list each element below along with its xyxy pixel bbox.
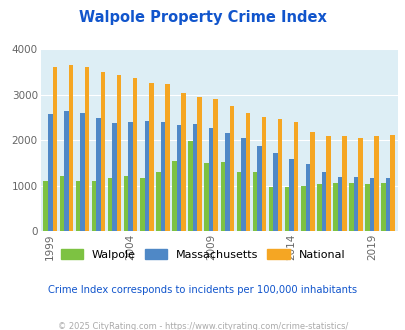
Bar — [112, 123, 117, 231]
Bar — [60, 176, 64, 231]
Bar — [92, 181, 96, 231]
Bar — [220, 162, 224, 231]
Bar — [181, 93, 185, 231]
Bar — [43, 181, 48, 231]
Bar — [364, 184, 369, 231]
Bar — [133, 78, 137, 231]
Bar — [144, 121, 149, 231]
Bar — [385, 178, 390, 231]
Text: Crime Index corresponds to incidents per 100,000 inhabitants: Crime Index corresponds to incidents per… — [48, 285, 357, 295]
Bar — [229, 106, 233, 231]
Bar — [321, 173, 325, 231]
Bar — [176, 125, 181, 231]
Bar — [381, 183, 385, 231]
Bar — [268, 187, 273, 231]
Bar — [160, 122, 165, 231]
Legend: Walpole, Massachusetts, National: Walpole, Massachusetts, National — [61, 249, 344, 260]
Bar — [245, 113, 249, 231]
Bar — [140, 178, 144, 231]
Bar — [293, 122, 298, 231]
Bar — [128, 122, 133, 231]
Bar — [369, 178, 373, 231]
Bar — [316, 184, 321, 231]
Bar — [85, 67, 89, 231]
Bar — [333, 183, 337, 231]
Bar — [341, 136, 346, 231]
Bar — [197, 97, 201, 231]
Bar — [252, 172, 257, 231]
Bar — [325, 136, 330, 231]
Bar — [213, 98, 217, 231]
Bar — [64, 111, 68, 231]
Bar — [257, 146, 261, 231]
Bar — [172, 161, 176, 231]
Bar — [96, 118, 100, 231]
Bar — [68, 65, 73, 231]
Bar — [289, 159, 293, 231]
Bar — [373, 136, 378, 231]
Bar — [300, 185, 305, 231]
Text: © 2025 CityRating.com - https://www.cityrating.com/crime-statistics/: © 2025 CityRating.com - https://www.city… — [58, 322, 347, 330]
Text: Walpole Property Crime Index: Walpole Property Crime Index — [79, 10, 326, 25]
Bar — [108, 178, 112, 231]
Bar — [261, 117, 266, 231]
Bar — [48, 115, 52, 231]
Bar — [80, 114, 85, 231]
Bar — [236, 172, 241, 231]
Bar — [390, 135, 394, 231]
Bar — [165, 84, 169, 231]
Bar — [124, 176, 128, 231]
Bar — [241, 138, 245, 231]
Bar — [100, 72, 105, 231]
Bar — [52, 67, 57, 231]
Bar — [192, 124, 197, 231]
Bar — [348, 183, 353, 231]
Bar — [284, 187, 289, 231]
Bar — [309, 132, 314, 231]
Bar — [209, 127, 213, 231]
Bar — [156, 173, 160, 231]
Bar — [353, 178, 357, 231]
Bar — [75, 181, 80, 231]
Bar — [277, 119, 281, 231]
Bar — [357, 138, 362, 231]
Bar — [337, 177, 341, 231]
Bar — [224, 133, 229, 231]
Bar — [204, 163, 209, 231]
Bar — [188, 141, 192, 231]
Bar — [149, 82, 153, 231]
Bar — [273, 153, 277, 231]
Bar — [305, 164, 309, 231]
Bar — [117, 75, 121, 231]
